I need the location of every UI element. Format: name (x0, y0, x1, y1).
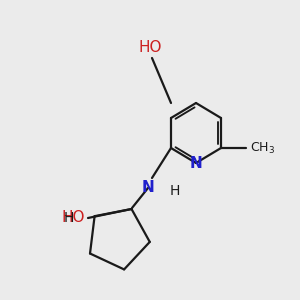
Text: N: N (190, 155, 202, 170)
Text: HO: HO (61, 211, 85, 226)
Text: H: H (64, 211, 74, 225)
Text: N: N (142, 181, 154, 196)
Text: H: H (170, 184, 180, 198)
Text: CH$_3$: CH$_3$ (250, 140, 275, 155)
Text: HO: HO (138, 40, 162, 55)
